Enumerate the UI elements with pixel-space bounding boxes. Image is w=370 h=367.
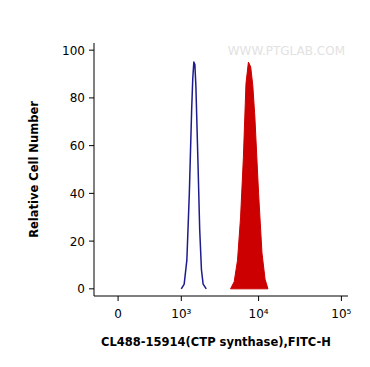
y-tick [89, 145, 94, 146]
y-axis-label: Relative Cell Number [27, 101, 41, 238]
x-tick-label: 10⁵ [331, 307, 351, 321]
plot-area [181, 62, 268, 289]
x-tick [258, 296, 259, 301]
y-tick [89, 97, 94, 98]
x-axis-label: CL488-15914(CTP synthase),FITC-H [101, 335, 331, 349]
y-tick-label: 100 [62, 44, 85, 58]
y-tick-label: 60 [70, 139, 85, 153]
x-tick-label: 0 [114, 307, 122, 321]
x-tick [341, 296, 342, 301]
x-axis [94, 296, 348, 297]
watermark: WWW.PTGLAB.COM [228, 44, 345, 58]
histogram-area [231, 62, 268, 289]
x-tick [181, 296, 182, 301]
y-tick-label: 0 [77, 282, 85, 296]
x-tick [118, 296, 119, 301]
y-tick [89, 193, 94, 194]
y-axis [94, 43, 95, 296]
histogram-line [181, 62, 206, 289]
y-tick-label: 20 [70, 235, 85, 249]
y-tick [89, 50, 94, 51]
y-tick-label: 40 [70, 187, 85, 201]
x-tick-label: 10⁴ [249, 307, 269, 321]
chart: WWW.PTGLAB.COM 0 20 40 60 80 100 0 10³ 10⁴ 10⁵CL48… [0, 0, 370, 367]
y-tick [89, 241, 94, 242]
y-tick [89, 288, 94, 289]
x-tick-label: 10³ [171, 307, 191, 321]
y-tick-label: 80 [70, 91, 85, 105]
